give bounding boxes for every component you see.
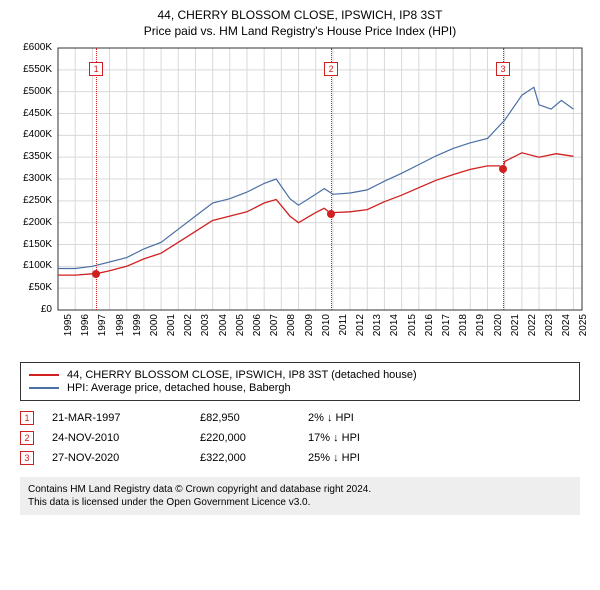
x-tick-label: 2008 — [286, 314, 297, 344]
transaction-price: £322,000 — [200, 452, 290, 464]
y-tick-label: £500K — [10, 86, 52, 97]
footer-line-2: This data is licensed under the Open Gov… — [28, 496, 572, 509]
x-tick-label: 2003 — [200, 314, 211, 344]
x-tick-label: 2023 — [544, 314, 555, 344]
x-tick-label: 2010 — [321, 314, 332, 344]
marker-number-box: 1 — [89, 62, 103, 76]
transaction-pct: 17% ↓ HPI — [308, 432, 398, 444]
y-tick-label: £150K — [10, 239, 52, 250]
x-tick-label: 2014 — [389, 314, 400, 344]
marker-vline — [503, 48, 504, 310]
y-tick-label: £550K — [10, 64, 52, 75]
x-tick-label: 2017 — [441, 314, 452, 344]
legend-label: HPI: Average price, detached house, Babe… — [67, 382, 291, 394]
legend-row: 44, CHERRY BLOSSOM CLOSE, IPSWICH, IP8 3… — [29, 369, 571, 381]
x-tick-label: 2000 — [149, 314, 160, 344]
legend-swatch — [29, 387, 59, 389]
y-tick-label: £50K — [10, 282, 52, 293]
x-tick-label: 2022 — [527, 314, 538, 344]
x-tick-label: 2025 — [578, 314, 589, 344]
marker-vline — [331, 48, 332, 310]
x-tick-label: 2024 — [561, 314, 572, 344]
marker-dot — [327, 210, 335, 218]
x-tick-label: 2020 — [493, 314, 504, 344]
x-tick-label: 2001 — [166, 314, 177, 344]
chart-title: 44, CHERRY BLOSSOM CLOSE, IPSWICH, IP8 3… — [10, 8, 590, 22]
transaction-price: £82,950 — [200, 412, 290, 424]
marker-dot — [92, 270, 100, 278]
x-tick-label: 2021 — [510, 314, 521, 344]
marker-number-box: 3 — [496, 62, 510, 76]
y-tick-label: £100K — [10, 260, 52, 271]
transaction-pct: 2% ↓ HPI — [308, 412, 398, 424]
x-tick-label: 2016 — [424, 314, 435, 344]
transaction-date: 24-NOV-2010 — [52, 432, 182, 444]
x-tick-label: 2019 — [475, 314, 486, 344]
transaction-pct: 25% ↓ HPI — [308, 452, 398, 464]
legend-label: 44, CHERRY BLOSSOM CLOSE, IPSWICH, IP8 3… — [67, 369, 417, 381]
legend-swatch — [29, 374, 59, 376]
y-tick-label: £400K — [10, 129, 52, 140]
footer-line-1: Contains HM Land Registry data © Crown c… — [28, 483, 572, 496]
legend-row: HPI: Average price, detached house, Babe… — [29, 382, 571, 394]
chart-area: £0 £50K £100K £150K £200K £250K £300K £350K £400… — [10, 44, 590, 354]
chart-subtitle: Price paid vs. HM Land Registry's House … — [10, 24, 590, 38]
x-tick-label: 2005 — [235, 314, 246, 344]
y-tick-label: £600K — [10, 42, 52, 53]
x-tick-label: 2004 — [218, 314, 229, 344]
transaction-price: £220,000 — [200, 432, 290, 444]
x-tick-label: 1997 — [97, 314, 108, 344]
transaction-number-box: 1 — [20, 411, 34, 425]
footer-notice: Contains HM Land Registry data © Crown c… — [20, 477, 580, 515]
legend-box: 44, CHERRY BLOSSOM CLOSE, IPSWICH, IP8 3… — [20, 362, 580, 401]
y-tick-label: £250K — [10, 195, 52, 206]
x-tick-label: 2018 — [458, 314, 469, 344]
x-tick-label: 2007 — [269, 314, 280, 344]
x-tick-label: 1998 — [115, 314, 126, 344]
marker-dot — [499, 165, 507, 173]
page-root: 44, CHERRY BLOSSOM CLOSE, IPSWICH, IP8 3… — [0, 0, 600, 523]
transaction-date: 27-NOV-2020 — [52, 452, 182, 464]
transaction-date: 21-MAR-1997 — [52, 412, 182, 424]
x-tick-label: 2002 — [183, 314, 194, 344]
transaction-number-box: 2 — [20, 431, 34, 445]
y-tick-label: £450K — [10, 108, 52, 119]
x-tick-label: 2012 — [355, 314, 366, 344]
y-tick-label: £300K — [10, 173, 52, 184]
y-tick-label: £350K — [10, 151, 52, 162]
transaction-row: 2 24-NOV-2010 £220,000 17% ↓ HPI — [20, 431, 580, 445]
y-tick-label: £200K — [10, 217, 52, 228]
x-tick-label: 1995 — [63, 314, 74, 344]
x-tick-label: 1996 — [80, 314, 91, 344]
transaction-row: 3 27-NOV-2020 £322,000 25% ↓ HPI — [20, 451, 580, 465]
y-tick-label: £0 — [10, 304, 52, 315]
x-tick-label: 2015 — [407, 314, 418, 344]
transactions-table: 1 21-MAR-1997 £82,950 2% ↓ HPI 2 24-NOV-2010 £… — [20, 411, 580, 465]
x-tick-label: 2006 — [252, 314, 263, 344]
transaction-number-box: 3 — [20, 451, 34, 465]
x-tick-label: 1999 — [132, 314, 143, 344]
x-tick-label: 2013 — [372, 314, 383, 344]
marker-number-box: 2 — [324, 62, 338, 76]
x-tick-label: 2009 — [304, 314, 315, 344]
transaction-row: 1 21-MAR-1997 £82,950 2% ↓ HPI — [20, 411, 580, 425]
x-tick-label: 2011 — [338, 314, 349, 344]
